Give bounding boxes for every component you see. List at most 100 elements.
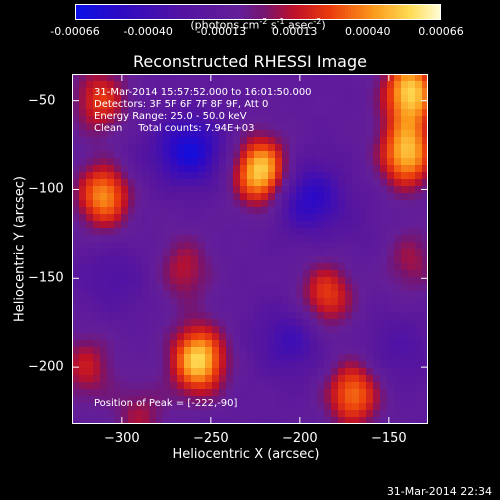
colorbar-segment xyxy=(360,4,364,20)
heatmap-cell xyxy=(233,193,241,201)
heatmap-cell xyxy=(191,109,199,117)
heatmap-cell xyxy=(247,158,255,166)
heatmap-cell xyxy=(338,410,346,418)
heatmap-cell xyxy=(303,263,311,271)
heatmap-cell xyxy=(191,256,199,264)
heatmap-cell xyxy=(415,242,423,250)
heatmap-cell xyxy=(324,417,332,424)
heatmap-cell xyxy=(408,396,416,404)
heatmap-cell xyxy=(114,277,122,285)
heatmap-cell xyxy=(380,137,388,145)
colorbar-segment xyxy=(270,4,274,20)
heatmap-cell xyxy=(212,235,220,243)
heatmap-cell xyxy=(408,172,416,180)
heatmap-cell xyxy=(72,116,80,124)
heatmap-cell xyxy=(261,326,269,334)
heatmap-cell xyxy=(296,186,304,194)
heatmap-cell xyxy=(282,116,290,124)
heatmap-cell xyxy=(338,235,346,243)
heatmap-cell xyxy=(338,179,346,187)
heatmap-cell xyxy=(289,116,297,124)
heatmap-cell xyxy=(289,354,297,362)
heatmap-cell xyxy=(142,186,150,194)
heatmap-cell xyxy=(93,81,101,89)
heatmap-cell xyxy=(310,151,318,159)
heatmap-cell xyxy=(415,298,423,306)
heatmap-cell xyxy=(149,137,157,145)
heatmap-cell xyxy=(268,284,276,292)
heatmap-cell xyxy=(352,389,360,397)
heatmap-cell xyxy=(422,158,428,166)
heatmap-cell xyxy=(198,207,206,215)
heatmap-cell xyxy=(254,186,262,194)
heatmap-cell xyxy=(247,242,255,250)
heatmap-cell xyxy=(79,109,87,117)
heatmap-cell xyxy=(338,130,346,138)
heatmap-cell xyxy=(72,347,80,355)
heatmap-cell xyxy=(100,361,108,369)
heatmap-cell xyxy=(317,263,325,271)
heatmap-cell xyxy=(345,116,353,124)
heatmap-cell xyxy=(401,221,409,229)
heatmap-cell xyxy=(408,277,416,285)
heatmap-cell xyxy=(373,298,381,306)
heatmap-cell xyxy=(415,214,423,222)
heatmap-cell xyxy=(128,403,136,411)
heatmap-cell xyxy=(373,207,381,215)
heatmap-cell xyxy=(205,291,213,299)
heatmap-cell xyxy=(240,263,248,271)
colorbar-segment xyxy=(75,4,79,20)
colorbar-segment xyxy=(351,4,355,20)
heatmap-cell xyxy=(345,109,353,117)
heatmap-cell xyxy=(156,347,164,355)
heatmap-cell xyxy=(219,312,227,320)
heatmap-cell xyxy=(345,207,353,215)
heatmap-cell xyxy=(107,200,115,208)
heatmap-cell xyxy=(121,284,129,292)
heatmap-cell xyxy=(128,256,136,264)
heatmap-cell xyxy=(184,95,192,103)
heatmap-cell xyxy=(212,221,220,229)
heatmap-cell xyxy=(93,396,101,404)
heatmap-cell xyxy=(184,347,192,355)
heatmap-cell xyxy=(261,172,269,180)
heatmap-cell xyxy=(296,158,304,166)
heatmap-cell xyxy=(275,263,283,271)
heatmap-cell xyxy=(205,326,213,334)
heatmap-cell xyxy=(373,88,381,96)
heatmap-cell xyxy=(394,165,402,173)
heatmap-cell xyxy=(289,291,297,299)
heatmap-cell xyxy=(212,109,220,117)
heatmap-cell xyxy=(317,375,325,383)
colorbar-segment xyxy=(126,4,130,20)
heatmap-cell xyxy=(275,144,283,152)
heatmap-cell xyxy=(254,256,262,264)
heatmap-cell xyxy=(121,81,129,89)
heatmap-cell xyxy=(331,284,339,292)
heatmap-cell xyxy=(128,214,136,222)
heatmap-cell xyxy=(310,347,318,355)
heatmap-cell xyxy=(184,228,192,236)
heatmap-cell xyxy=(142,312,150,320)
heatmap-cell xyxy=(184,319,192,327)
heatmap-cell xyxy=(156,326,164,334)
heatmap-cell xyxy=(247,396,255,404)
heatmap-cell xyxy=(394,403,402,411)
heatmap-cell xyxy=(233,130,241,138)
heatmap-cell xyxy=(177,74,185,82)
heatmap-cell xyxy=(282,200,290,208)
heatmap-cell xyxy=(219,298,227,306)
heatmap-cell xyxy=(177,249,185,257)
heatmap-cell xyxy=(184,123,192,131)
heatmap-cell xyxy=(380,270,388,278)
heatmap-cell xyxy=(149,305,157,313)
heatmap-cell xyxy=(93,256,101,264)
heatmap-cell xyxy=(163,81,171,89)
heatmap-cell xyxy=(310,270,318,278)
heatmap-cell xyxy=(170,88,178,96)
heatmap-cell xyxy=(198,305,206,313)
heatmap-cell xyxy=(114,361,122,369)
heatmap-cell xyxy=(114,340,122,348)
heatmap-cell xyxy=(254,207,262,215)
heatmap-cell xyxy=(191,186,199,194)
